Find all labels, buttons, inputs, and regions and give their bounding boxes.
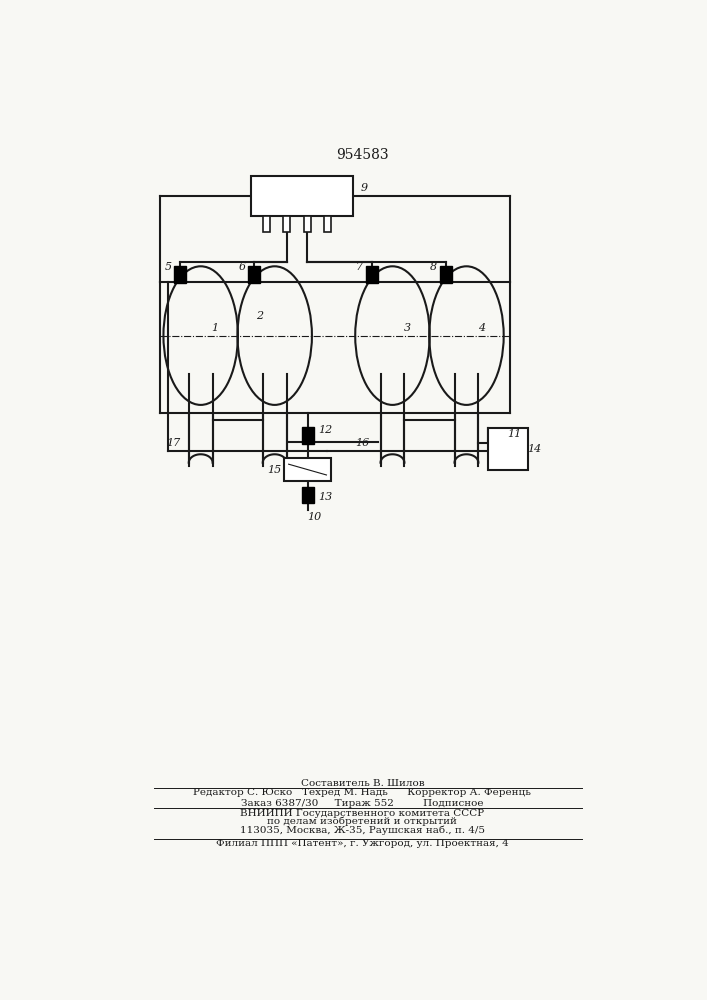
Bar: [248, 266, 260, 283]
Bar: [440, 266, 452, 283]
Text: 1: 1: [211, 323, 218, 333]
Bar: [252, 176, 353, 216]
Text: Редактор С. Юско   Техред М. Надь      Корректор А. Ференць: Редактор С. Юско Техред М. Надь Корректо…: [194, 788, 531, 797]
Text: 11: 11: [507, 429, 521, 439]
Text: 6: 6: [238, 262, 245, 272]
Text: по делам изобретений и открытий: по делам изобретений и открытий: [267, 817, 457, 826]
Text: 954583: 954583: [336, 148, 389, 162]
Text: 10: 10: [308, 512, 322, 522]
Bar: [366, 266, 378, 283]
Text: ВНИИПИ Государственного комитета СССР: ВНИИПИ Государственного комитета СССР: [240, 808, 484, 818]
Text: 9: 9: [361, 183, 368, 193]
Bar: [489, 428, 528, 470]
Bar: [284, 458, 331, 481]
Text: 16: 16: [355, 438, 370, 448]
Text: 3: 3: [404, 323, 411, 333]
Text: 113035, Москва, Ж-35, Раушская наб., п. 4/5: 113035, Москва, Ж-35, Раушская наб., п. …: [240, 826, 485, 835]
Text: Заказ 6387/30     Тираж 552         Подписное: Заказ 6387/30 Тираж 552 Подписное: [241, 799, 484, 808]
Text: 2: 2: [256, 311, 263, 321]
Bar: [324, 216, 331, 232]
Text: 15: 15: [267, 465, 281, 475]
Text: Составитель В. Шилов: Составитель В. Шилов: [300, 779, 424, 788]
Text: 14: 14: [527, 444, 542, 454]
Text: 12: 12: [318, 425, 332, 435]
Text: Филиал ППП «Патент», г. Ужгород, ул. Проектная, 4: Филиал ППП «Патент», г. Ужгород, ул. Про…: [216, 839, 509, 848]
Text: 13: 13: [318, 492, 332, 502]
Text: 17: 17: [166, 438, 180, 448]
Bar: [303, 216, 310, 232]
Bar: [174, 266, 186, 283]
Text: 4: 4: [478, 323, 485, 333]
Bar: [263, 216, 270, 232]
Text: 5: 5: [164, 262, 171, 272]
Text: 8: 8: [430, 262, 437, 272]
Text: 7: 7: [356, 262, 363, 272]
Bar: [301, 487, 314, 503]
Bar: [284, 216, 291, 232]
Bar: [301, 427, 314, 444]
